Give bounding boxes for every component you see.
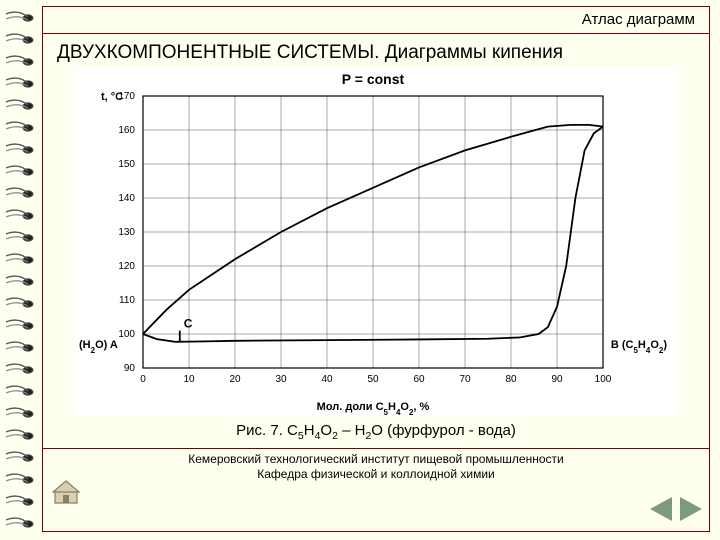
footer: Кемеровский технологический институт пищ… xyxy=(43,448,709,482)
chart-container: P = const 0 10 20 30 40 50 60 70 80 90 100 90 100 110 1… xyxy=(73,68,679,416)
svg-text:90: 90 xyxy=(551,374,563,385)
svg-text:10: 10 xyxy=(183,374,195,385)
figure-caption: Рис. 7. C5H4O2 – H2O (фурфурол - вода) xyxy=(43,422,709,442)
svg-text:160: 160 xyxy=(118,125,135,136)
svg-text:100: 100 xyxy=(118,329,135,340)
home-icon xyxy=(52,479,80,505)
svg-text:C: C xyxy=(184,317,193,331)
svg-text:30: 30 xyxy=(275,374,287,385)
page-title: ДВУХКОМПОНЕНТНЫЕ СИСТЕМЫ. Диаграммы кипе… xyxy=(43,34,709,66)
home-button[interactable] xyxy=(52,479,80,510)
svg-text:150: 150 xyxy=(118,159,135,170)
slide-page: Атлас диаграмм ДВУХКОМПОНЕНТНЫЕ СИСТЕМЫ.… xyxy=(0,0,720,540)
svg-text:80: 80 xyxy=(505,374,517,385)
page-header: Атлас диаграмм xyxy=(43,7,709,34)
svg-text:t, °C: t, °C xyxy=(101,91,123,103)
nav-buttons xyxy=(646,497,702,526)
svg-text:40: 40 xyxy=(321,374,333,385)
svg-text:140: 140 xyxy=(118,193,135,204)
svg-text:0: 0 xyxy=(140,374,146,385)
footer-line2: Кафедра физической и коллоидной химии xyxy=(257,467,494,481)
footer-line1: Кемеровский технологический институт пищ… xyxy=(188,452,564,466)
svg-text:60: 60 xyxy=(413,374,425,385)
svg-text:70: 70 xyxy=(459,374,471,385)
svg-text:110: 110 xyxy=(119,295,135,306)
svg-text:(H2O) A: (H2O) A xyxy=(79,339,118,355)
prev-button[interactable] xyxy=(650,497,672,521)
svg-text:20: 20 xyxy=(229,374,241,385)
next-button[interactable] xyxy=(680,497,702,521)
svg-text:50: 50 xyxy=(367,374,379,385)
svg-text:130: 130 xyxy=(118,227,135,238)
svg-text:120: 120 xyxy=(118,261,135,272)
svg-text:90: 90 xyxy=(124,363,136,374)
svg-text:B (C5H4O2): B (C5H4O2) xyxy=(611,339,667,355)
svg-text:100: 100 xyxy=(595,374,612,385)
svg-text:P = const: P = const xyxy=(342,71,405,87)
boiling-diagram-chart: P = const 0 10 20 30 40 50 60 70 80 90 100 90 100 110 1… xyxy=(73,68,673,416)
spiral-binding xyxy=(0,0,40,540)
content-frame: Атлас диаграмм ДВУХКОМПОНЕНТНЫЕ СИСТЕМЫ.… xyxy=(42,6,710,532)
svg-text:Мол. доли C5H4O2, %: Мол. доли C5H4O2, % xyxy=(317,401,430,416)
